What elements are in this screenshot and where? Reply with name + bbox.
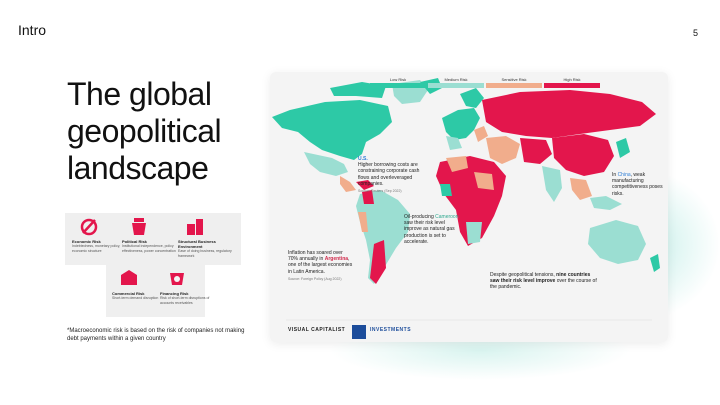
legend-swatch-high bbox=[544, 83, 600, 88]
partner-brand-label: INVESTMENTS bbox=[370, 327, 412, 333]
legend-label-low: Low Risk bbox=[389, 77, 407, 82]
legend-label-high: High Risk bbox=[563, 77, 581, 82]
annotation-argentina: Inflation has soared over 70% annually i… bbox=[288, 250, 353, 281]
annotation-oil-producing: Oil-producing Cameroon saw their risk le… bbox=[404, 214, 459, 245]
page-number: 5 bbox=[692, 28, 698, 38]
partner-logo bbox=[352, 325, 366, 339]
annotation-china: In China, weak manufacturing competitive… bbox=[612, 172, 663, 197]
page-title: The global geopolitical landscape bbox=[67, 76, 267, 187]
risk-types-panel-lower bbox=[106, 265, 205, 317]
legend-swatch-sensitive bbox=[486, 83, 542, 88]
legend-label-sensitive: Sensitive Risk bbox=[501, 77, 527, 82]
economic-risk-icon bbox=[80, 218, 98, 236]
risk-type-financing: Financing Risk Risk of short-term disrup… bbox=[160, 267, 218, 305]
footnote: *Macroeconomic risk is based on the risk… bbox=[67, 328, 245, 342]
visual-capitalist-logo: VISUAL CAPITALIST bbox=[288, 327, 346, 333]
legend-swatch-low bbox=[370, 83, 426, 88]
title-line-3: landscape bbox=[67, 150, 209, 186]
risk-type-business: Structural Business Environment Ease of … bbox=[178, 215, 236, 258]
risk-type-commercial: Commercial Risk Short-term demand disrup… bbox=[112, 267, 170, 301]
legend-label-medium: Medium Risk bbox=[444, 77, 468, 82]
annotation-nine-countries: Despite geopolitical tensions, nine coun… bbox=[490, 272, 597, 291]
risk-type-political: Political Risk Institutional independenc… bbox=[122, 215, 180, 253]
title-line-1: The global bbox=[67, 76, 212, 112]
business-risk-icon bbox=[187, 219, 203, 235]
title-line-2: geopolitical bbox=[67, 113, 222, 149]
risk-world-map: Low Risk Medium Risk Sensitive Risk High… bbox=[270, 72, 668, 342]
political-risk-icon bbox=[132, 218, 146, 235]
commercial-risk-icon bbox=[121, 270, 137, 285]
world-map-graphic bbox=[272, 78, 660, 339]
legend-swatch-medium bbox=[428, 83, 484, 88]
risk-type-economic: Economic Risk Indebtedness, monetary pol… bbox=[72, 215, 130, 253]
annotation-us: U.S. Higher borrowing costs are constrai… bbox=[358, 156, 420, 194]
financing-risk-icon bbox=[170, 273, 184, 285]
section-label: Intro bbox=[18, 22, 47, 38]
